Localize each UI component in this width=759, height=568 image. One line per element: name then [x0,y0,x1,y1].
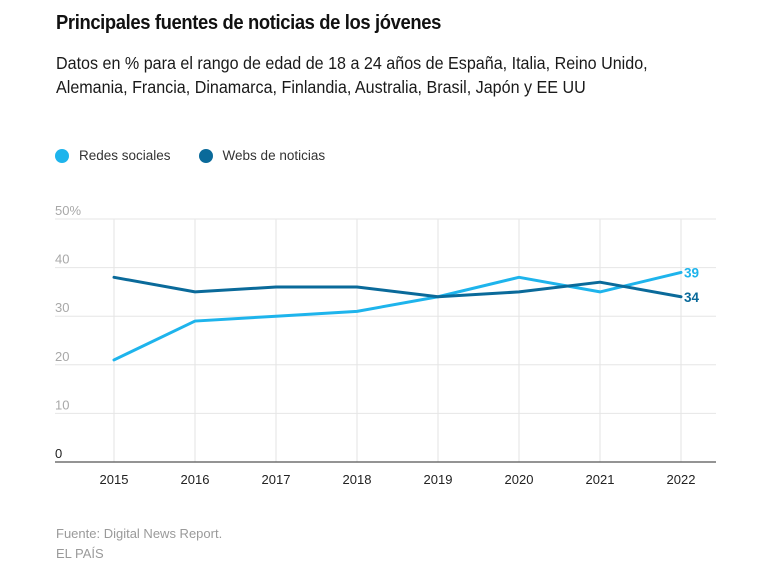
series-line-webs-de-noticias [112,275,683,299]
legend-swatch-icon [198,148,213,163]
series-line-redes-sociales [112,270,683,362]
chart-title: Principales fuentes de noticias de los j… [56,12,441,34]
legend-swatch-icon [55,148,69,163]
end-data-label: 39 [684,265,699,280]
y-tick-label: 0 [55,446,62,461]
grid [55,218,716,463]
x-tick-label: 2019 [424,472,453,487]
legend-item-redes-sociales: Redes sociales [55,148,171,163]
y-tick-label: 20 [55,349,69,364]
labels: 0 10 20 30 40 50% 2015 2016 2017 2018 2019 2020 2021… [55,203,700,487]
publisher-name: EL PAÍS [56,546,104,561]
x-tick-label: 2015 [100,472,129,487]
y-tick-label: 10 [55,397,69,412]
y-tick-label: 50% [55,203,81,218]
legend-label: Redes sociales [79,148,171,163]
x-tick-label: 2022 [667,472,696,487]
footer: Fuente: Digital News Report. EL PAÍS [56,524,222,564]
legend-label: Webs de noticias [222,148,326,163]
x-tick-label: 2016 [181,472,210,487]
line-chart: 0 10 20 30 40 50% 2015 2016 2017 2018 2019 2020 2021… [55,203,716,487]
end-data-label: 34 [684,290,700,305]
x-tick-label: 2021 [586,472,615,487]
x-tick-label: 2020 [505,472,534,487]
y-tick-label: 30 [55,300,69,315]
source-note: Fuente: Digital News Report. [56,526,223,541]
x-tick-label: 2018 [343,472,372,487]
y-tick-label: 40 [55,252,69,267]
legend: Redes sociales Webs de noticias [55,148,353,163]
x-tick-label: 2017 [262,472,291,487]
legend-item-webs-de-noticias: Webs de noticias [198,148,326,163]
chart-subtitle: Datos en % para el rango de edad de 18 a… [56,53,648,97]
series-lines [112,270,683,362]
